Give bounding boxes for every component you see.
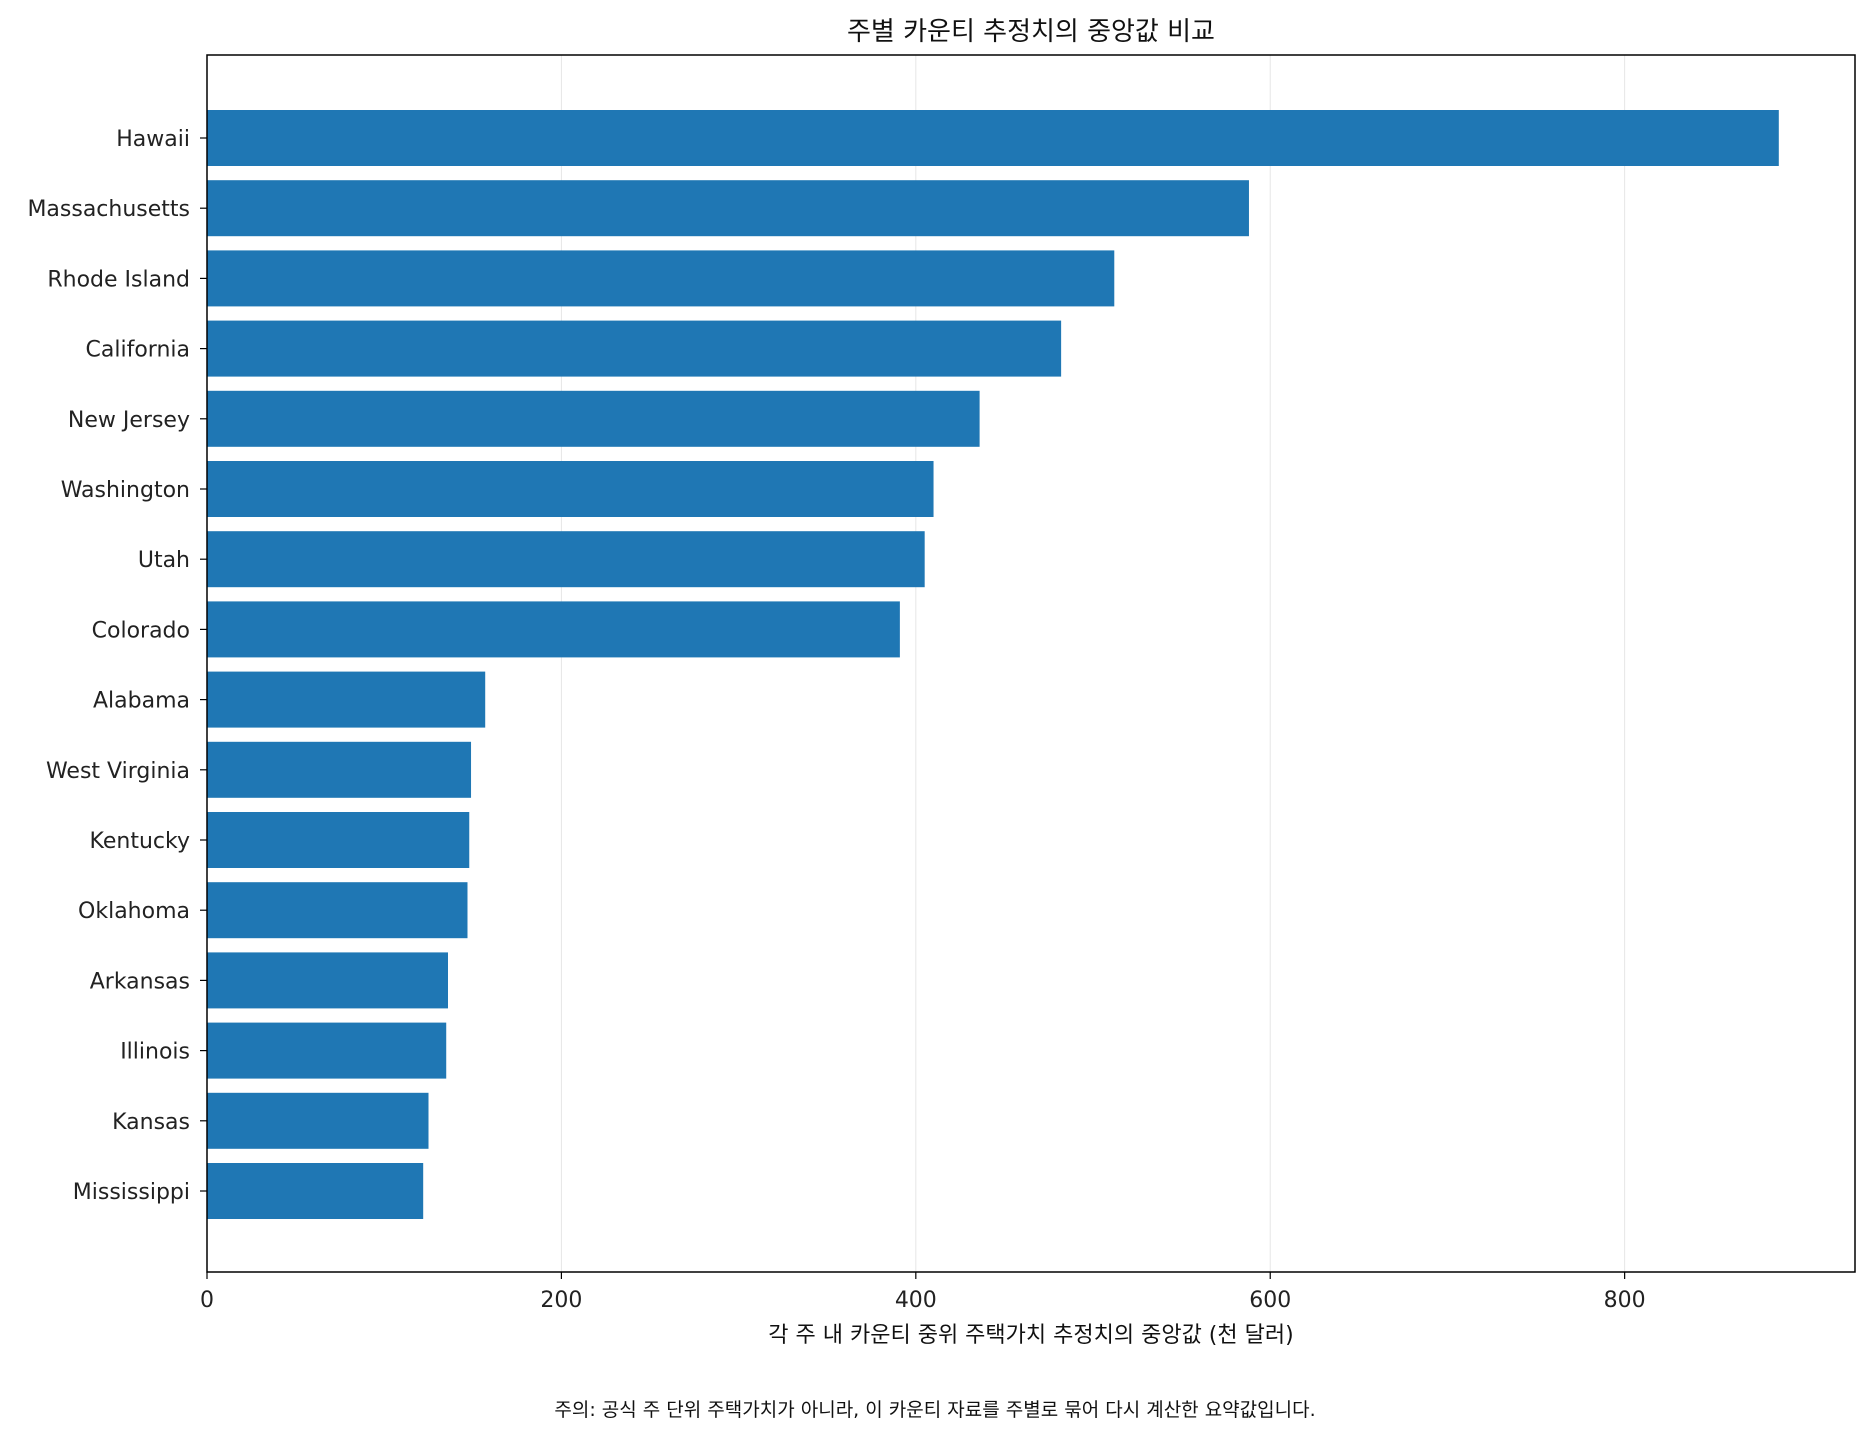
- bar-kansas: [207, 1092, 429, 1149]
- category-label: West Virginia: [46, 759, 190, 784]
- bar-west-virginia: [207, 741, 472, 798]
- bar-mississippi: [207, 1163, 424, 1219]
- bar-massachusetts: [207, 180, 1249, 237]
- category-label: Washington: [61, 478, 190, 503]
- bars: [207, 110, 1779, 1219]
- x-tick-label: 400: [895, 1288, 937, 1313]
- chart-title: 주별 카운티 추정치의 중앙값 비교: [847, 17, 1215, 47]
- plot-frame: [206, 54, 1856, 1273]
- category-label: Alabama: [93, 689, 190, 714]
- bar-kentucky: [207, 812, 470, 868]
- bar-oklahoma: [207, 882, 468, 939]
- category-label: Kentucky: [90, 829, 190, 854]
- bar-illinois: [207, 1022, 447, 1079]
- category-label: California: [86, 338, 190, 363]
- category-label: Colorado: [92, 618, 190, 643]
- bar-washington: [207, 461, 934, 517]
- bar-arkansas: [207, 952, 448, 1009]
- x-tick-label: 200: [540, 1288, 582, 1313]
- bar-california: [207, 320, 1062, 377]
- bar-rhode-island: [207, 250, 1115, 307]
- category-label: New Jersey: [68, 408, 190, 433]
- category-label: Massachusetts: [27, 197, 190, 222]
- x-tick-label: 800: [1604, 1288, 1646, 1313]
- bar-hawaii: [207, 110, 1779, 166]
- x-axis-label: 각 주 내 카운티 중위 주택가치 추정치의 중앙값 (천 달러): [768, 1323, 1293, 1348]
- footnote: 주의: 공식 주 단위 주택가치가 아니라, 이 카운티 자료를 주별로 묶어 …: [554, 1399, 1315, 1421]
- bar-alabama: [207, 671, 486, 728]
- category-label: Illinois: [120, 1040, 190, 1065]
- y-axis-ticks: Hawaii Massachusetts Rhode Island Californi…: [27, 127, 207, 1205]
- category-label: Oklahoma: [78, 899, 190, 924]
- bar-colorado: [207, 601, 900, 658]
- x-tick-label: 0: [200, 1288, 214, 1313]
- category-label: Arkansas: [90, 969, 190, 994]
- x-tick-label: 600: [1249, 1288, 1291, 1313]
- category-label: Mississippi: [73, 1180, 190, 1205]
- bar-new-jersey: [207, 390, 980, 447]
- category-label: Hawaii: [116, 127, 190, 152]
- grid-lines: [560, 55, 1626, 1272]
- category-label: Rhode Island: [47, 267, 190, 292]
- category-label: Utah: [138, 548, 190, 573]
- category-label: Kansas: [112, 1110, 190, 1135]
- x-axis-ticks: 0 200 400 600 800: [200, 1272, 1646, 1313]
- bar-utah: [207, 531, 925, 588]
